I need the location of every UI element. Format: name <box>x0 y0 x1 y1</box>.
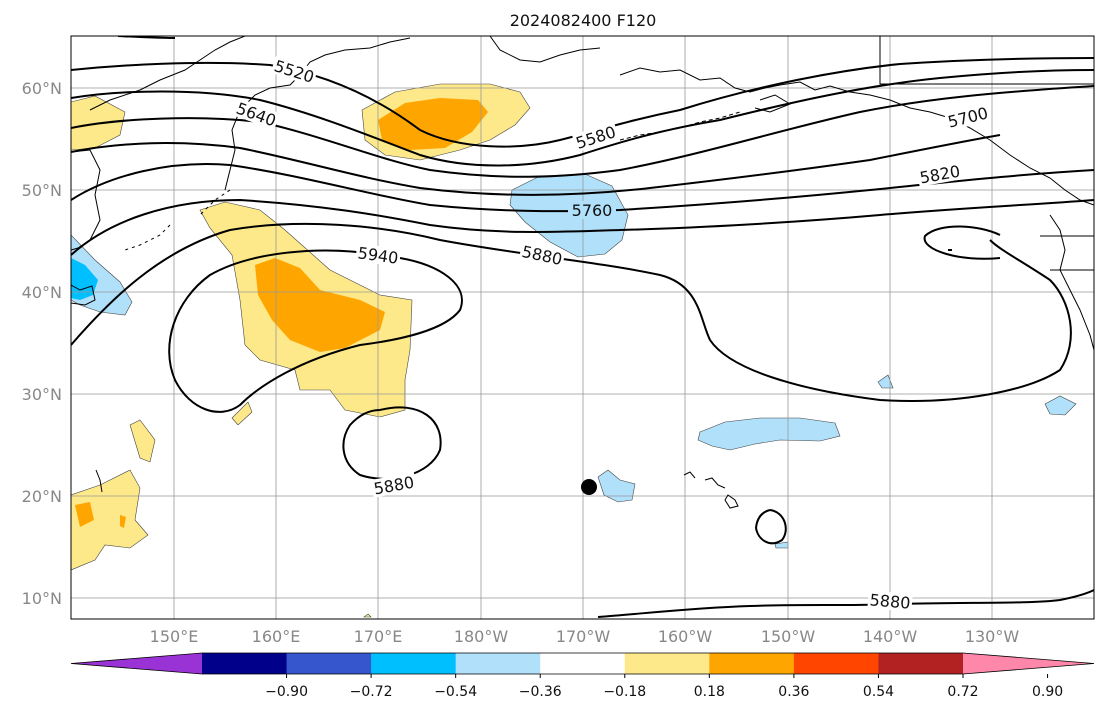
colorbar-segment <box>793 653 879 674</box>
colorbar-extend-high <box>963 653 1094 674</box>
anomaly-negative-mid <box>71 258 98 300</box>
colorbar-tick-label: −0.54 <box>434 684 477 700</box>
contour-labels: 5520 5640 5580 5700 5820 5760 5880 5940 … <box>232 55 992 613</box>
contour-label-5880-bottom: 5880 <box>869 590 911 612</box>
lat-label: 20°N <box>22 487 62 506</box>
colorbar-segment <box>624 653 710 674</box>
map-frame <box>70 35 1095 620</box>
contour-label-5760: 5760 <box>572 201 613 220</box>
colorbar-segment <box>540 653 626 674</box>
colorbar-tick-label: −0.18 <box>603 684 646 700</box>
colorbar-tick-label: −0.72 <box>350 684 393 700</box>
map-title: 2024082400 F120 <box>510 11 657 30</box>
lon-label: 140°W <box>863 627 918 646</box>
lon-label: 180°W <box>454 627 509 646</box>
lon-label: 160°E <box>252 627 301 646</box>
colorbar-tick-label: 0.36 <box>778 684 809 700</box>
colorbar-tick-label: 0.18 <box>694 684 725 700</box>
lon-label: 160°W <box>658 627 713 646</box>
lon-label: 150°W <box>761 627 816 646</box>
lat-label: 50°N <box>22 181 62 200</box>
lat-label: 40°N <box>22 283 62 302</box>
colorbar-tick-label: 0.90 <box>1032 684 1063 700</box>
lat-label: 10°N <box>22 589 62 608</box>
lon-label: 150°E <box>150 627 199 646</box>
latitude-labels: 60°N 50°N 40°N 30°N 20°N 10°N <box>22 79 62 608</box>
colorbar-segment <box>709 653 795 674</box>
colorbar-tick-label: 0.54 <box>863 684 894 700</box>
colorbar-tick-label: 0.72 <box>947 684 978 700</box>
colorbar-outline <box>70 652 1095 675</box>
colorbar: −0.90 −0.72 −0.54 −0.36 −0.18 0.18 0.36 0.54 0.7… <box>70 652 1095 700</box>
lon-label: 170°E <box>354 627 403 646</box>
colorbar-segment <box>371 653 457 674</box>
colorbar-segment <box>286 653 372 674</box>
colorbar-tick-label: −0.36 <box>519 684 562 700</box>
lon-label: 170°W <box>556 627 611 646</box>
colorbar-extend-low <box>71 653 202 674</box>
location-marker <box>581 479 597 495</box>
anomaly-positive-mid <box>75 98 488 528</box>
colorbar-segment <box>202 653 288 674</box>
lat-label: 60°N <box>22 79 62 98</box>
longitude-labels: 150°E 160°E 170°E 180°W 170°W 160°W 150°… <box>150 627 1020 646</box>
lon-label: 130°W <box>965 627 1020 646</box>
map-panel: 5520 5640 5580 5700 5820 5760 5880 5940 … <box>71 36 1094 619</box>
colorbar-segment <box>455 653 541 674</box>
colorbar-segment <box>878 653 964 674</box>
graticule <box>71 36 1094 619</box>
height-contours <box>71 36 1094 618</box>
colorbar-tick-label: −0.90 <box>265 684 308 700</box>
lat-label: 30°N <box>22 385 62 404</box>
